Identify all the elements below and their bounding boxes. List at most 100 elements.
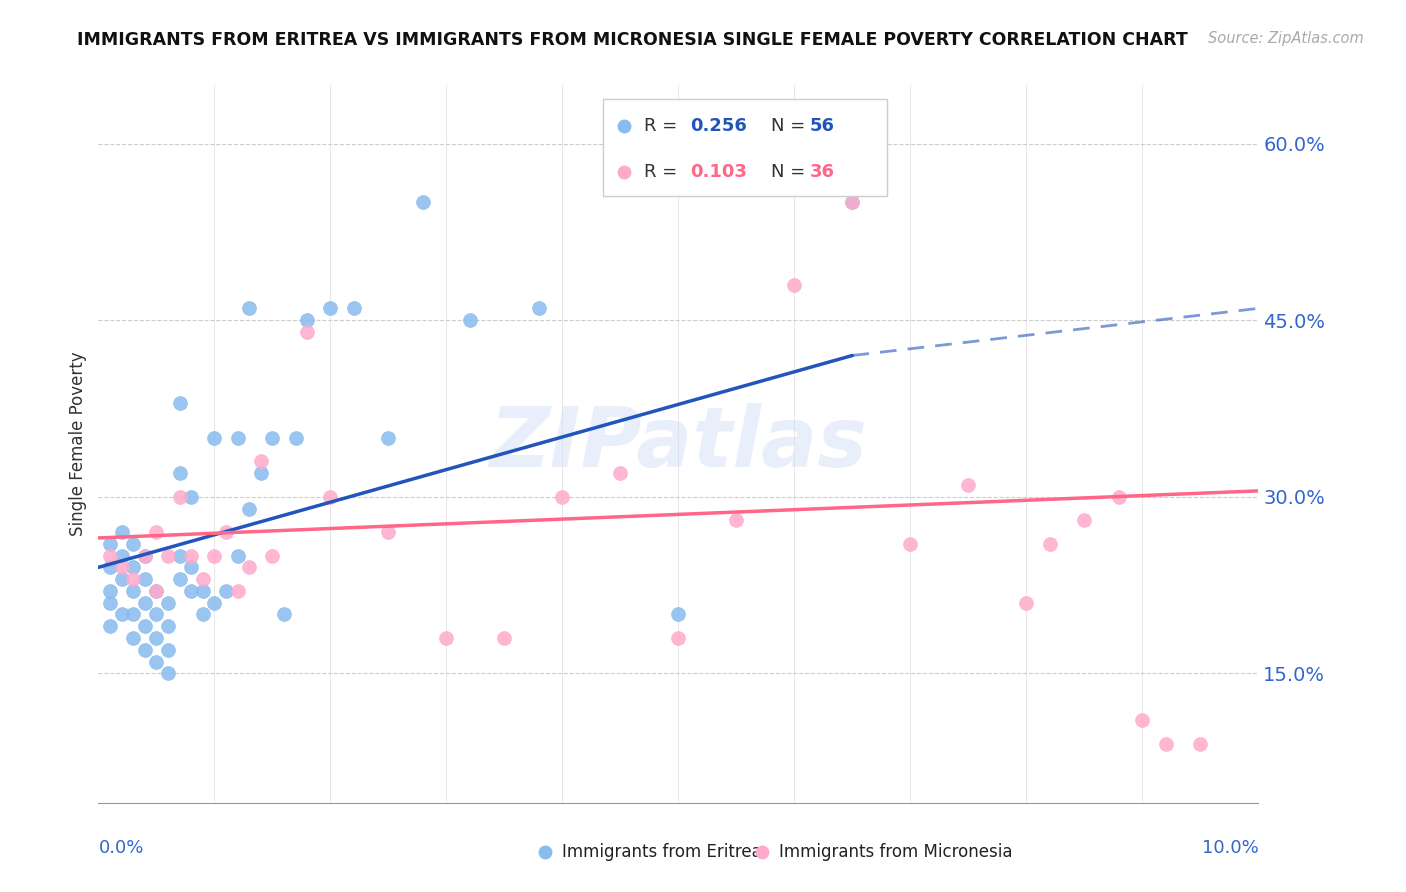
Point (841, 195, 863, 210)
Point (226, 431, 249, 445)
Point (122, 583, 145, 598)
Point (609, 466, 631, 480)
Point (134, 549, 156, 563)
Point (169, 549, 191, 563)
Point (666, 607, 689, 622)
Text: N =: N = (772, 117, 811, 136)
Point (215, 524, 238, 539)
Text: R =: R = (644, 117, 682, 136)
Text: ZIPatlas: ZIPatlas (489, 403, 868, 484)
Point (238, 560, 260, 574)
Point (111, 524, 132, 539)
Point (262, 549, 284, 563)
Point (204, 549, 226, 563)
Point (145, 524, 167, 539)
Point (157, 596, 180, 610)
Point (1130, 714, 1153, 728)
Text: IMMIGRANTS FROM ERITREA VS IMMIGRANTS FROM MICRONESIA SINGLE FEMALE POVERTY CORR: IMMIGRANTS FROM ERITREA VS IMMIGRANTS FR… (77, 31, 1188, 49)
Point (204, 431, 226, 445)
Point (204, 596, 226, 610)
Point (262, 431, 284, 445)
Point (238, 301, 260, 316)
Point (250, 454, 273, 468)
Point (169, 466, 191, 480)
Point (226, 549, 249, 563)
Point (134, 549, 156, 563)
Text: 36: 36 (810, 163, 835, 181)
Point (145, 631, 167, 645)
Point (666, 631, 689, 645)
Point (98, 537, 121, 551)
Point (957, 478, 980, 492)
Point (157, 642, 180, 657)
Point (841, 195, 863, 210)
Point (122, 560, 145, 574)
Point (226, 583, 249, 598)
Point (783, 277, 806, 292)
Point (169, 572, 191, 586)
Text: 0.256: 0.256 (690, 117, 747, 136)
Point (297, 313, 319, 327)
Point (111, 607, 132, 622)
Point (191, 572, 214, 586)
Point (343, 301, 366, 316)
Point (1154, 737, 1177, 751)
Point (157, 549, 180, 563)
Point (134, 642, 156, 657)
Point (458, 313, 481, 327)
Text: 10.0%: 10.0% (1202, 838, 1258, 856)
Point (377, 524, 399, 539)
Point (436, 631, 458, 645)
Point (297, 325, 319, 339)
Point (319, 301, 342, 316)
Point (900, 537, 922, 551)
Point (98, 560, 121, 574)
Point (319, 490, 342, 504)
Point (122, 607, 145, 622)
Point (111, 572, 132, 586)
Point (111, 549, 132, 563)
Point (157, 666, 180, 681)
Point (725, 513, 748, 527)
Point (111, 560, 132, 574)
Text: 0.103: 0.103 (690, 163, 747, 181)
Text: N =: N = (772, 163, 811, 181)
Point (494, 631, 516, 645)
Point (122, 631, 145, 645)
Point (134, 572, 156, 586)
Point (98, 549, 121, 563)
FancyBboxPatch shape (603, 99, 887, 196)
Point (180, 490, 202, 504)
Point (98, 596, 121, 610)
Text: 0.0%: 0.0% (98, 838, 143, 856)
Point (1038, 537, 1062, 551)
Text: Immigrants from Micronesia: Immigrants from Micronesia (779, 843, 1012, 861)
Point (169, 395, 191, 409)
Text: R =: R = (644, 163, 682, 181)
Point (273, 607, 295, 622)
Point (377, 431, 399, 445)
Point (145, 655, 167, 669)
Y-axis label: Single Female Poverty: Single Female Poverty (69, 351, 87, 536)
Point (215, 583, 238, 598)
Point (1189, 737, 1212, 751)
Point (169, 490, 191, 504)
Point (180, 549, 202, 563)
Point (250, 466, 273, 480)
Point (191, 607, 214, 622)
Point (180, 583, 202, 598)
Text: 56: 56 (810, 117, 835, 136)
Text: Source: ZipAtlas.com: Source: ZipAtlas.com (1208, 31, 1364, 46)
Point (122, 537, 145, 551)
Point (191, 583, 214, 598)
Point (145, 583, 167, 598)
Point (238, 501, 260, 516)
Point (1108, 490, 1130, 504)
Point (284, 431, 307, 445)
Point (98, 583, 121, 598)
Point (145, 583, 167, 598)
Point (157, 619, 180, 633)
Text: Immigrants from Eritrea: Immigrants from Eritrea (562, 843, 762, 861)
Point (134, 619, 156, 633)
Point (1073, 513, 1095, 527)
